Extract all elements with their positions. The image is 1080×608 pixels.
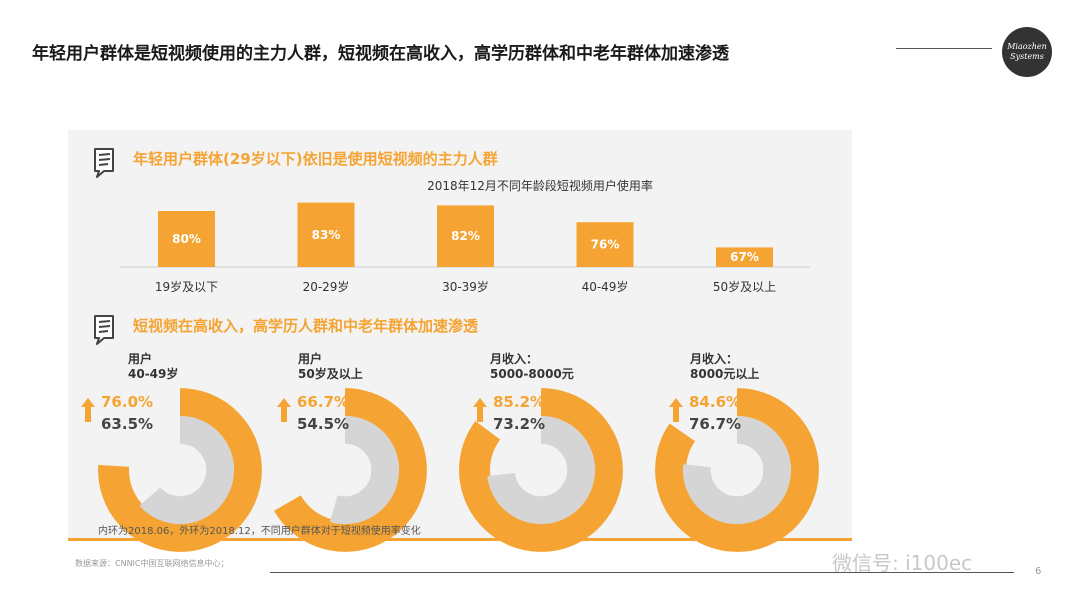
donut-outer-arc [459,388,623,552]
donut-inner-value: 76.7% [689,415,742,433]
donut-inner-value: 73.2% [493,415,546,433]
logo-text-line2: Systems [1010,52,1044,61]
donut-group-label: 月收入： 5000-8000元 [490,352,574,382]
bar [576,222,634,267]
x-tick-label: 30-39岁 [442,279,489,294]
donut-label-line1: 月收入： [490,352,539,366]
donut-chart-note: 内环为2018.06，外环为2018.12，不同用户群体对于短视频使用率变化 [98,526,421,537]
panel-accent-bar [68,538,852,541]
x-tick-label: 40-49岁 [582,279,629,294]
bar [297,202,355,267]
donut-inner-arc [139,415,235,525]
brand-logo: Miaozhen Systems [1002,27,1052,77]
donut-chart-income-8000-plus [655,388,819,552]
donut-outer-value: 76.0% [101,393,154,411]
bar-value-label: 76% [591,238,620,252]
section-title-age: 年轻用户群体(29岁以下)依旧是使用短视频的主力人群 [133,150,498,168]
x-tick-label: 19岁及以下 [155,279,218,294]
donut-label-line2: 5000-8000元 [490,367,574,381]
page-title: 年轻用户群体是短视频使用的主力人群，短视频在高收入，高学历群体和中老年群体加速渗… [32,44,729,64]
bar-value-label: 80% [172,232,201,246]
donut-label-line2: 50岁及以上 [298,367,363,381]
donut-inner-arc [682,415,792,525]
donut-outer-arc [98,388,262,552]
arrow-up-icon [277,398,291,422]
notepad-icon [94,315,114,345]
arrow-up-icon [669,398,683,422]
donut-label-line1: 用户 [298,352,323,366]
donut-label-line2: 40-49岁 [128,367,179,381]
donut-outer-arc [655,388,819,552]
bar [716,247,773,267]
logo-text-line1: Miaozhen [1007,42,1047,51]
title-divider [896,48,992,49]
footer-divider [270,572,1014,573]
donut-chart-40-49 [98,388,262,552]
notepad-icon [94,148,114,178]
bar-value-label: 82% [451,229,480,243]
donut-outer-arc [273,388,427,552]
donut-inner-value: 63.5% [101,415,154,433]
donut-label-line2: 8000元以上 [690,367,760,381]
arrow-up-icon [473,398,487,422]
wechat-watermark: 微信号: i100ec [832,551,973,575]
donut-label-line1: 月收入： [690,352,739,366]
donut-chart-50-plus [273,388,427,552]
bar-chart-title: 2018年12月不同年龄段短视频用户使用率 [427,179,653,193]
x-tick-label: 20-29岁 [303,279,350,294]
bar-value-label: 67% [730,250,759,264]
bar [437,205,494,267]
donut-group-label: 用户 50岁及以上 [298,352,363,382]
x-tick-label: 50岁及以上 [713,279,776,294]
donut-group-label: 月收入： 8000元以上 [690,352,759,382]
page-number: 6 [1035,566,1042,577]
donut-inner-arc [329,415,400,525]
age-usage-bar-chart: 80% 19岁及以下 83% 20-29岁 82% 30-39岁 76% 40-49岁 67% 5… [120,202,810,294]
donut-outer-value: 66.7% [297,393,350,411]
donut-outer-value: 85.2% [493,393,546,411]
donut-inner-arc [487,415,596,525]
donut-group-label: 用户 40-49岁 [128,352,178,382]
bar-value-label: 83% [312,228,341,242]
arrow-up-icon [81,398,95,422]
section-title-penetration: 短视频在高收入，高学历人群和中老年群体加速渗透 [133,317,479,335]
donut-outer-value: 84.6% [689,393,742,411]
donut-chart-income-5000-8000 [459,388,623,552]
donut-label-line1: 用户 [128,352,153,366]
data-source-note: 数据来源：CNNIC中国互联网络信息中心； [75,559,229,568]
donut-inner-value: 54.5% [297,415,350,433]
bar [158,211,215,267]
